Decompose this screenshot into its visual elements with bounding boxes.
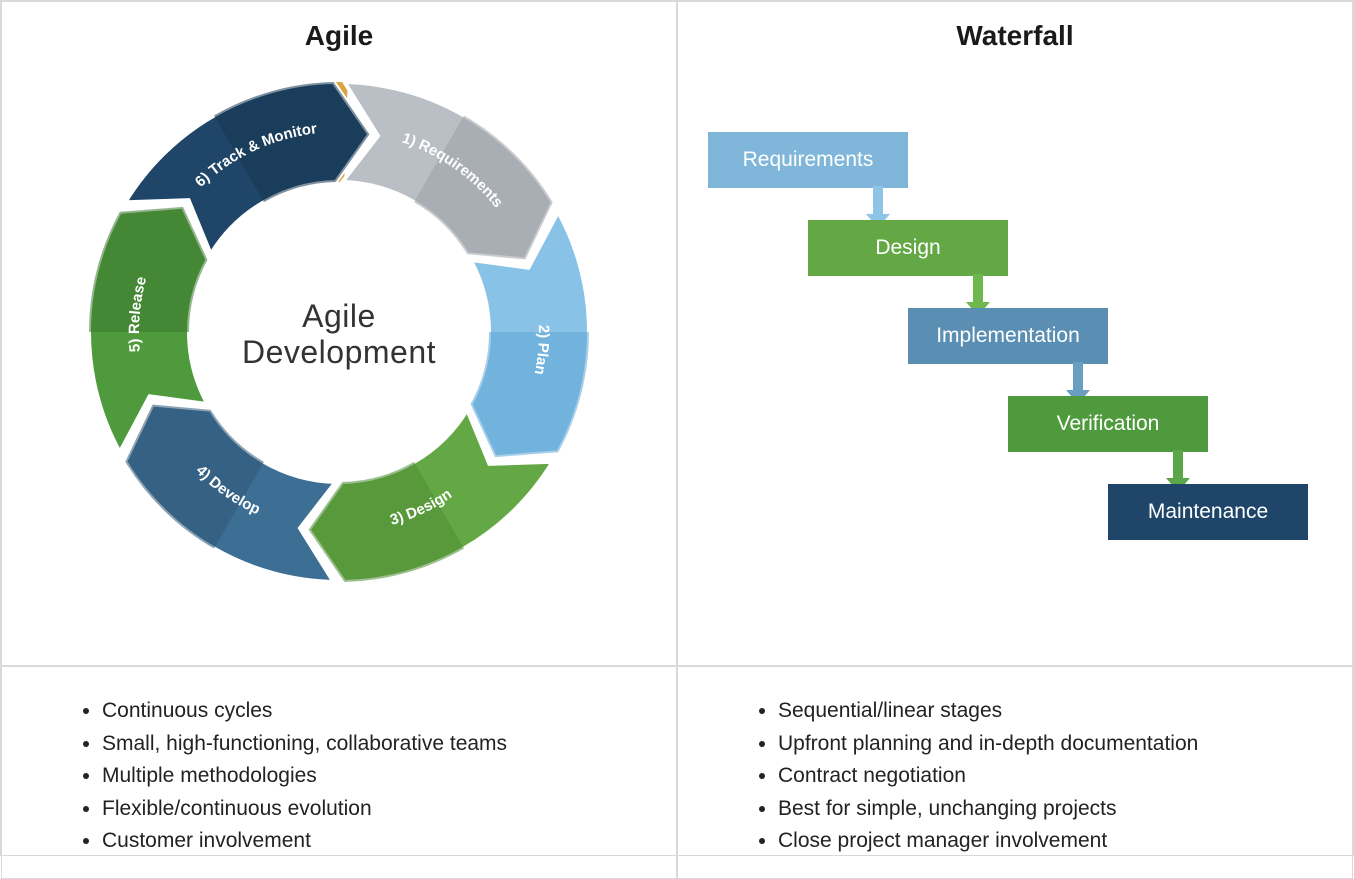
waterfall-bullet: Contract negotiation: [778, 760, 1322, 793]
waterfall-bullet: Sequential/linear stages: [778, 695, 1322, 728]
waterfall-stage-label: Implementation: [936, 324, 1080, 348]
waterfall-bullet: Best for simple, unchanging projects: [778, 793, 1322, 826]
waterfall-stage-label: Verification: [1057, 412, 1160, 436]
agile-center-label: Agile Development: [242, 298, 436, 372]
waterfall-bullet: Upfront planning and in-depth documentat…: [778, 728, 1322, 761]
waterfall-bullets-panel: Sequential/linear stagesUpfront planning…: [677, 666, 1353, 879]
waterfall-stage-label: Design: [875, 236, 940, 260]
waterfall-bullet-list: Sequential/linear stagesUpfront planning…: [748, 695, 1322, 858]
waterfall-stage-label: Requirements: [743, 148, 874, 172]
waterfall-stage-box: Design: [808, 220, 1008, 276]
agile-cycle-diagram: 1) Requirements2) Plan3) Design4) Develo…: [79, 72, 599, 597]
agile-bullet: Flexible/continuous evolution: [102, 793, 646, 826]
agile-heading: Agile: [2, 2, 676, 52]
agile-bullets-panel: Continuous cyclesSmall, high-functioning…: [1, 666, 677, 879]
waterfall-stage-box: Maintenance: [1108, 484, 1308, 540]
agile-bullet-list: Continuous cyclesSmall, high-functioning…: [72, 695, 646, 858]
agile-bullet: Customer involvement: [102, 825, 646, 858]
waterfall-stage-box: Verification: [1008, 396, 1208, 452]
agile-segment: [342, 82, 552, 259]
waterfall-bullet: Close project manager involvement: [778, 825, 1322, 858]
agile-center-line2: Development: [242, 335, 436, 371]
waterfall-stage-box: Requirements: [708, 132, 908, 188]
waterfall-stage-box: Implementation: [908, 308, 1108, 364]
comparison-grid: Agile 1) Requirements2) Plan3) Design4) …: [0, 0, 1354, 856]
agile-bullet: Small, high-functioning, collaborative t…: [102, 728, 646, 761]
agile-center-line1: Agile: [302, 298, 376, 334]
agile-panel: Agile 1) Requirements2) Plan3) Design4) …: [1, 1, 677, 666]
waterfall-stage-label: Maintenance: [1148, 500, 1268, 524]
agile-bullet: Multiple methodologies: [102, 760, 646, 793]
waterfall-heading: Waterfall: [678, 2, 1352, 52]
waterfall-panel: Waterfall Requirements Design Implementati…: [677, 1, 1353, 666]
agile-bullet: Continuous cycles: [102, 695, 646, 728]
